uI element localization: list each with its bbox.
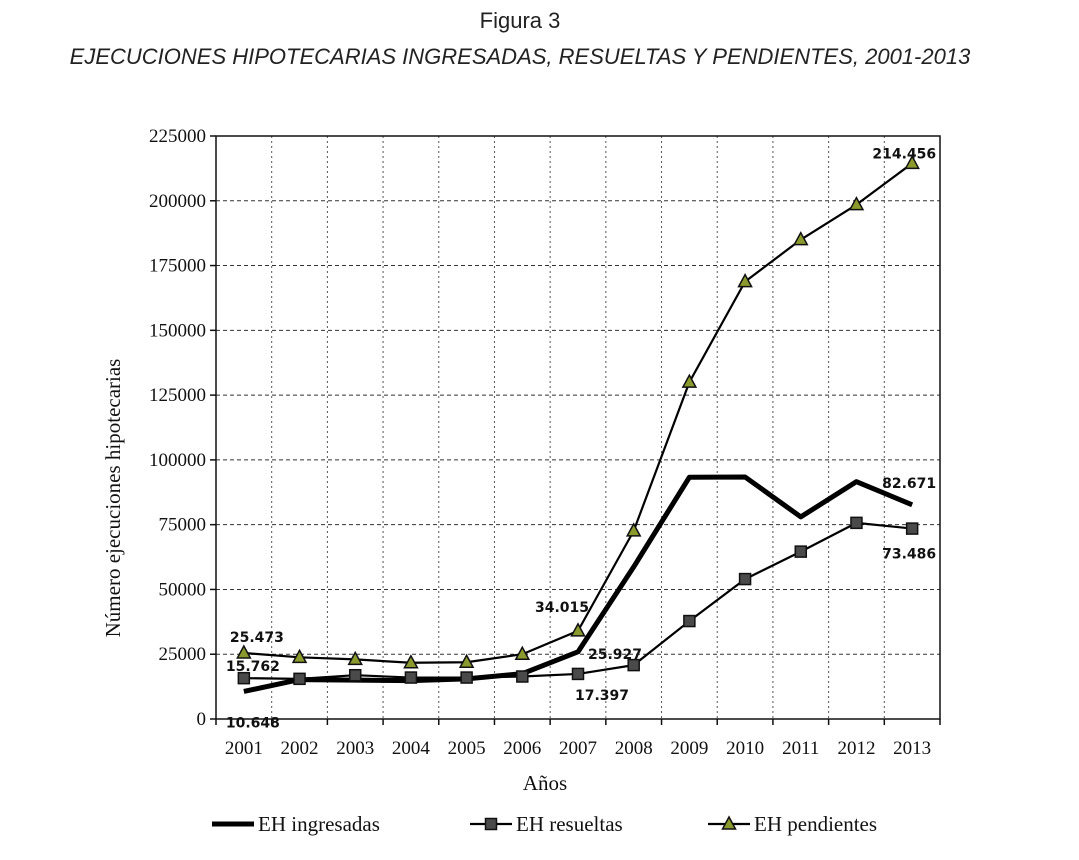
- square-marker: [237, 671, 251, 685]
- square-marker: [571, 667, 585, 681]
- square-marker: [293, 672, 306, 686]
- triangle-marker: [570, 622, 586, 637]
- legend-label: EH resueltas: [516, 812, 623, 836]
- square-marker: [404, 671, 418, 684]
- x-tick-label: 2003: [336, 738, 374, 759]
- square-marker: [905, 522, 919, 535]
- y-tick-label: 50000: [159, 579, 207, 600]
- triangle-marker: [904, 154, 920, 170]
- data-label: 17.397: [575, 688, 629, 704]
- x-axis-title: Años: [523, 771, 567, 795]
- square-marker: [516, 670, 529, 683]
- figure-title: EJECUCIONES HIPOTECARIAS INGRESADAS, RES…: [69, 44, 971, 69]
- triangle-marker: [458, 653, 475, 669]
- triangle-marker: [347, 650, 363, 666]
- square-marker: [460, 671, 473, 684]
- triangle-marker: [625, 522, 642, 537]
- y-tick-label: 100000: [149, 450, 206, 471]
- legend: EH ingresadas EH resueltas EH pendientes: [212, 812, 877, 836]
- square-marker: [627, 658, 640, 672]
- triangle-marker: [848, 196, 865, 211]
- x-tick-label: 2010: [726, 738, 764, 759]
- square-marker: [484, 817, 498, 831]
- triangle-marker: [403, 654, 419, 669]
- data-label: 10.648: [226, 715, 280, 731]
- y-tick-label: 0: [197, 709, 207, 730]
- y-tick-label: 225000: [149, 126, 206, 147]
- x-tick-label: 2005: [448, 738, 486, 759]
- y-tick-label: 125000: [149, 385, 206, 406]
- legend-label: EH ingresadas: [258, 812, 380, 836]
- x-tick-label: 2007: [559, 738, 597, 759]
- square-marker: [850, 516, 863, 530]
- y-axis-title: Número ejecuciones hipotecarias: [101, 359, 125, 638]
- triangle-marker: [793, 231, 809, 246]
- series-line-eh-pendientes: [243, 162, 913, 664]
- x-tick-label: 2009: [670, 738, 708, 759]
- triangle-marker: [291, 648, 308, 664]
- x-tick-label: 2011: [782, 738, 819, 759]
- square-marker: [683, 614, 696, 628]
- x-tick-label: 2012: [837, 738, 875, 759]
- triangle-marker: [721, 815, 737, 830]
- triangle-marker: [236, 644, 252, 659]
- triangle-marker: [737, 273, 753, 288]
- legend-label: EH pendientes: [754, 812, 877, 836]
- x-tick-label: 2008: [615, 738, 653, 759]
- square-marker: [348, 668, 362, 682]
- data-label: 73.486: [882, 547, 936, 563]
- data-labels: 10.648 15.762 25.473 34.015 25.927 17.397 214.…: [226, 146, 936, 731]
- data-label: 82.671: [882, 476, 936, 492]
- y-tick-label: 25000: [159, 644, 207, 665]
- plot-frame: [215, 135, 941, 720]
- triangle-marker: [514, 645, 531, 660]
- series: [236, 154, 920, 694]
- y-tick-label: 75000: [159, 515, 207, 536]
- axes: 0 25000 50000 75000 100000 125000 150000 175000…: [149, 126, 941, 759]
- figure-number: Figura 3: [479, 8, 561, 33]
- y-tick-label: 175000: [149, 256, 206, 277]
- y-tick-label: 150000: [149, 320, 206, 341]
- data-label: 25.927: [588, 647, 642, 663]
- data-label: 34.015: [535, 600, 589, 616]
- x-tick-label: 2001: [225, 738, 263, 759]
- y-tick-label: 200000: [149, 191, 206, 212]
- grid: [216, 135, 940, 719]
- x-tick-label: 2002: [281, 738, 319, 759]
- data-label: 214.456: [872, 146, 936, 162]
- x-tick-label: 2006: [503, 738, 541, 759]
- square-marker: [794, 545, 808, 558]
- triangle-marker: [681, 373, 698, 388]
- x-tick-label: 2004: [392, 738, 431, 759]
- x-tick-label: 2013: [893, 738, 931, 759]
- square-marker: [738, 572, 752, 586]
- data-label: 25.473: [230, 630, 284, 646]
- data-label: 15.762: [226, 659, 280, 675]
